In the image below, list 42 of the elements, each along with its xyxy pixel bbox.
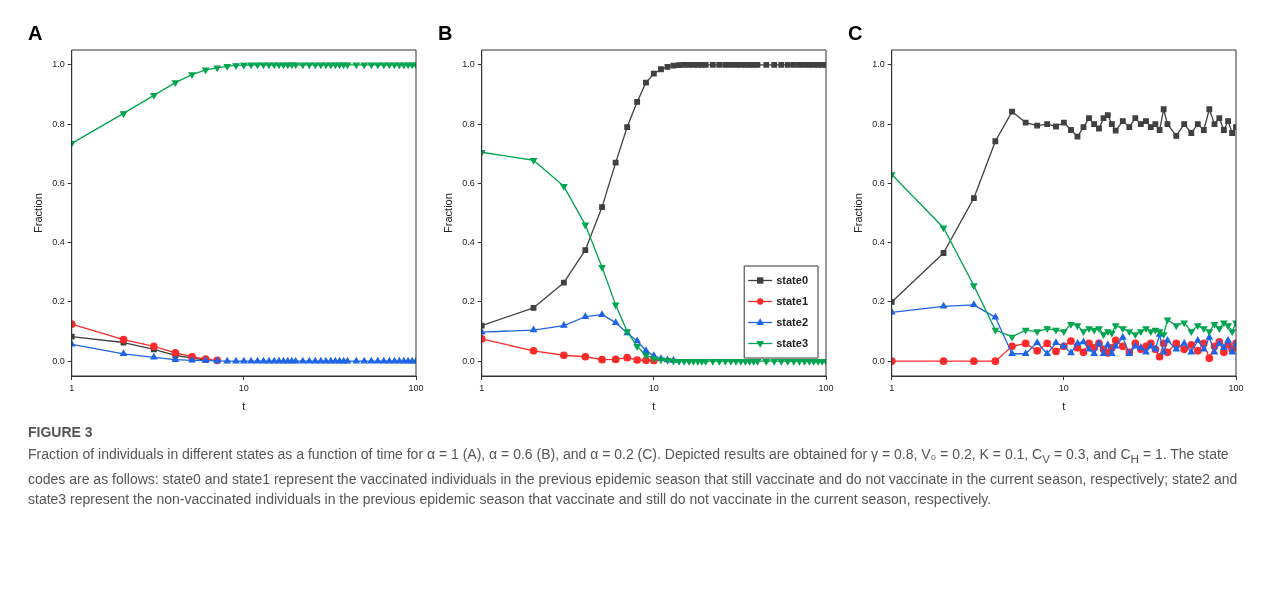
y-tick-label: 0.4	[462, 237, 475, 248]
y-axis-title: Fraction	[441, 193, 454, 233]
y-tick-label: 0.8	[462, 118, 475, 129]
y-tick-label: 1.0	[872, 59, 885, 70]
x-axis-title: t	[242, 400, 246, 413]
y-tick-label: 0.0	[52, 355, 65, 366]
y-tick-label: 0.0	[872, 355, 885, 366]
legend-label: state3	[776, 336, 808, 349]
y-tick-label: 0.0	[462, 355, 475, 366]
y-tick-label: 0.4	[52, 237, 65, 248]
legend-label: state1	[776, 294, 808, 307]
x-tick-label: 1	[889, 382, 895, 393]
x-axis-title: t	[652, 400, 656, 413]
legend-label: state0	[776, 273, 808, 286]
x-tick-label: 1	[69, 382, 75, 393]
y-tick-label: 0.2	[872, 296, 885, 307]
y-axis-title: Fraction	[851, 193, 864, 233]
y-tick-label: 1.0	[52, 59, 65, 70]
x-tick-label: 100	[408, 382, 424, 393]
y-tick-label: 0.2	[462, 296, 475, 307]
x-axis-title: t	[1062, 400, 1066, 413]
x-tick-label: 100	[818, 382, 834, 393]
text: Fraction of individuals in different states as a function of time for α = 1 (A), α = 0.6 (B), and α = 0.2 (C). Depicted results are obtained for γ = 0.8, V₀ = 0.2, K = 0.1, C$_{V}$ = 0.3, and C$_{H}$ = 1. The state codes are as follows: state0 and state1 represent the vaccinated individuals in the previous epidemic season that still vaccinate and do not vaccinate in the current season, respectively; state2 and state3 represent the non-vaccinated individuals in the previous epidemic season that vaccinate and still do not vaccinate in the current season, respectively.	[28, 445, 1239, 509]
chart-title: B	[438, 21, 453, 44]
chart-title: C	[848, 21, 863, 44]
y-tick-label: 0.6	[872, 177, 885, 188]
y-axis-title: Fraction	[31, 193, 44, 233]
chart-title: A	[28, 21, 43, 44]
y-tick-label: 0.8	[52, 118, 65, 129]
y-tick-label: 0.2	[52, 296, 65, 307]
y-tick-label: 0.6	[462, 177, 475, 188]
x-tick-label: 10	[1058, 382, 1069, 393]
x-tick-label: 10	[648, 382, 659, 393]
y-tick-label: 0.4	[872, 237, 885, 248]
legend-label: state2	[776, 315, 808, 328]
x-tick-label: 10	[238, 382, 249, 393]
x-tick-label: 1	[479, 382, 485, 393]
x-tick-label: 100	[1228, 382, 1244, 393]
y-tick-label: 0.6	[52, 177, 65, 188]
y-tick-label: 0.8	[872, 118, 885, 129]
text: FIGURE 3	[28, 424, 94, 440]
y-tick-label: 1.0	[462, 59, 475, 70]
